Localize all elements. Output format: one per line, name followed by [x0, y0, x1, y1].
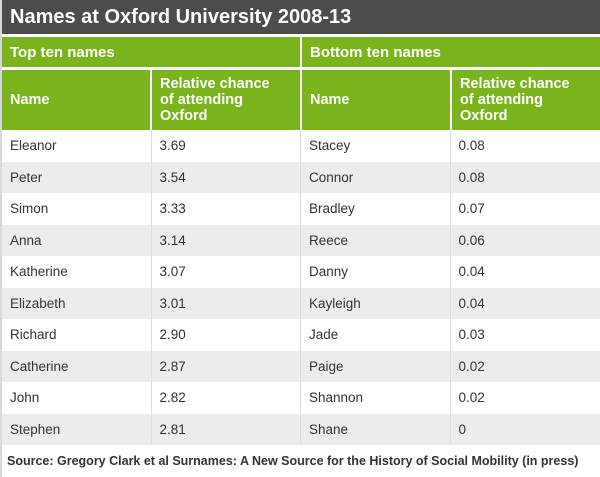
table-row: Richard 2.90 Jade 0.03 — [2, 319, 600, 351]
top-name-cell: Anna — [2, 224, 152, 256]
bottom-value-cell: 0.02 — [458, 390, 485, 406]
column-header-name-bottom: Name — [302, 70, 450, 130]
table-row: Eleanor 3.69 Stacey 0.08 — [2, 130, 600, 162]
section-header-row: Top ten names Bottom ten names — [2, 37, 600, 67]
title-bar: Names at Oxford University 2008-13 — [2, 0, 600, 34]
bottom-value-cell: 0 — [458, 421, 467, 437]
bottom-name-cell: Shane — [301, 413, 451, 445]
table-body: Eleanor 3.69 Stacey 0.08 Peter 3.54 Conn… — [2, 130, 600, 445]
bottom-value-cell: 0.08 — [458, 138, 485, 154]
top-name-cell: Stephen — [2, 413, 152, 445]
top-value-cell: 3.33 — [152, 193, 301, 225]
bottom-value-cell: 0.04 — [458, 264, 485, 280]
column-header-row: Name Relative chance of attending Oxford… — [2, 70, 600, 130]
top-value-cell: 2.90 — [152, 319, 301, 351]
bottom-name-cell: Paige — [301, 350, 451, 382]
top-name-cell: Simon — [2, 193, 152, 225]
bottom-value-cell: 0.07 — [458, 201, 485, 217]
table-row: Catherine 2.87 Paige 0.02 — [2, 350, 600, 382]
table-row: Elizabeth 3.01 Kayleigh 0.04 — [2, 287, 600, 319]
column-header-chance-bottom: Relative chance of attending Oxford — [452, 70, 600, 130]
top-name-cell: Elizabeth — [2, 287, 152, 319]
bottom-name-cell: Kayleigh — [301, 287, 451, 319]
table-row: Stephen 2.81 Shane 0 — [2, 413, 600, 445]
column-header-chance-bottom-label: Relative chance of attending Oxford — [460, 76, 570, 124]
bottom-value-cell: 0.02 — [458, 358, 485, 374]
top-value-cell: 3.01 — [152, 287, 301, 319]
table-row: John 2.82 Shannon 0.02 — [2, 382, 600, 414]
bottom-name-cell: Danny — [301, 256, 451, 288]
top-value-cell: 2.82 — [152, 382, 301, 414]
top-value-cell: 3.07 — [152, 256, 301, 288]
bottom-value-cell: 0.03 — [458, 327, 485, 343]
bottom-value-cell: 0.08 — [458, 169, 485, 185]
section-header-top-ten: Top ten names — [2, 37, 300, 67]
bottom-value-cell: 0.04 — [458, 295, 485, 311]
top-name-cell: Katherine — [2, 256, 152, 288]
column-header-name-top-label: Name — [10, 92, 50, 108]
column-header-chance-top: Relative chance of attending Oxford — [152, 70, 300, 130]
table-row: Peter 3.54 Connor 0.08 — [2, 161, 600, 193]
top-name-cell: John — [2, 382, 152, 414]
column-header-name-top: Name — [2, 70, 150, 130]
top-value-cell: 3.54 — [152, 161, 301, 193]
column-header-chance-top-label: Relative chance of attending Oxford — [160, 76, 270, 124]
top-name-cell: Catherine — [2, 350, 152, 382]
top-value-cell: 2.81 — [152, 413, 301, 445]
bottom-name-cell: Bradley — [301, 193, 451, 225]
top-value-cell: 2.87 — [152, 350, 301, 382]
column-header-name-bottom-label: Name — [310, 92, 350, 108]
top-name-cell: Eleanor — [2, 130, 152, 162]
section-header-bottom-ten: Bottom ten names — [302, 37, 600, 67]
table-row: Katherine 3.07 Danny 0.04 — [2, 256, 600, 288]
bottom-name-cell: Stacey — [301, 130, 451, 162]
bottom-name-cell: Shannon — [301, 382, 451, 414]
top-value-cell: 3.69 — [152, 130, 301, 162]
top-value-cell: 3.14 — [152, 224, 301, 256]
top-name-cell: Richard — [2, 319, 152, 351]
table-row: Anna 3.14 Reece 0.06 — [2, 224, 600, 256]
source-note: Source: Gregory Clark et al Surnames: A … — [7, 454, 579, 468]
table-row: Simon 3.33 Bradley 0.07 — [2, 193, 600, 225]
page-title: Names at Oxford University 2008-13 — [10, 5, 352, 28]
top-name-cell: Peter — [2, 161, 152, 193]
bottom-name-cell: Reece — [301, 224, 451, 256]
bottom-value-cell: 0.06 — [458, 232, 485, 248]
bottom-name-cell: Connor — [301, 161, 451, 193]
bottom-name-cell: Jade — [301, 319, 451, 351]
